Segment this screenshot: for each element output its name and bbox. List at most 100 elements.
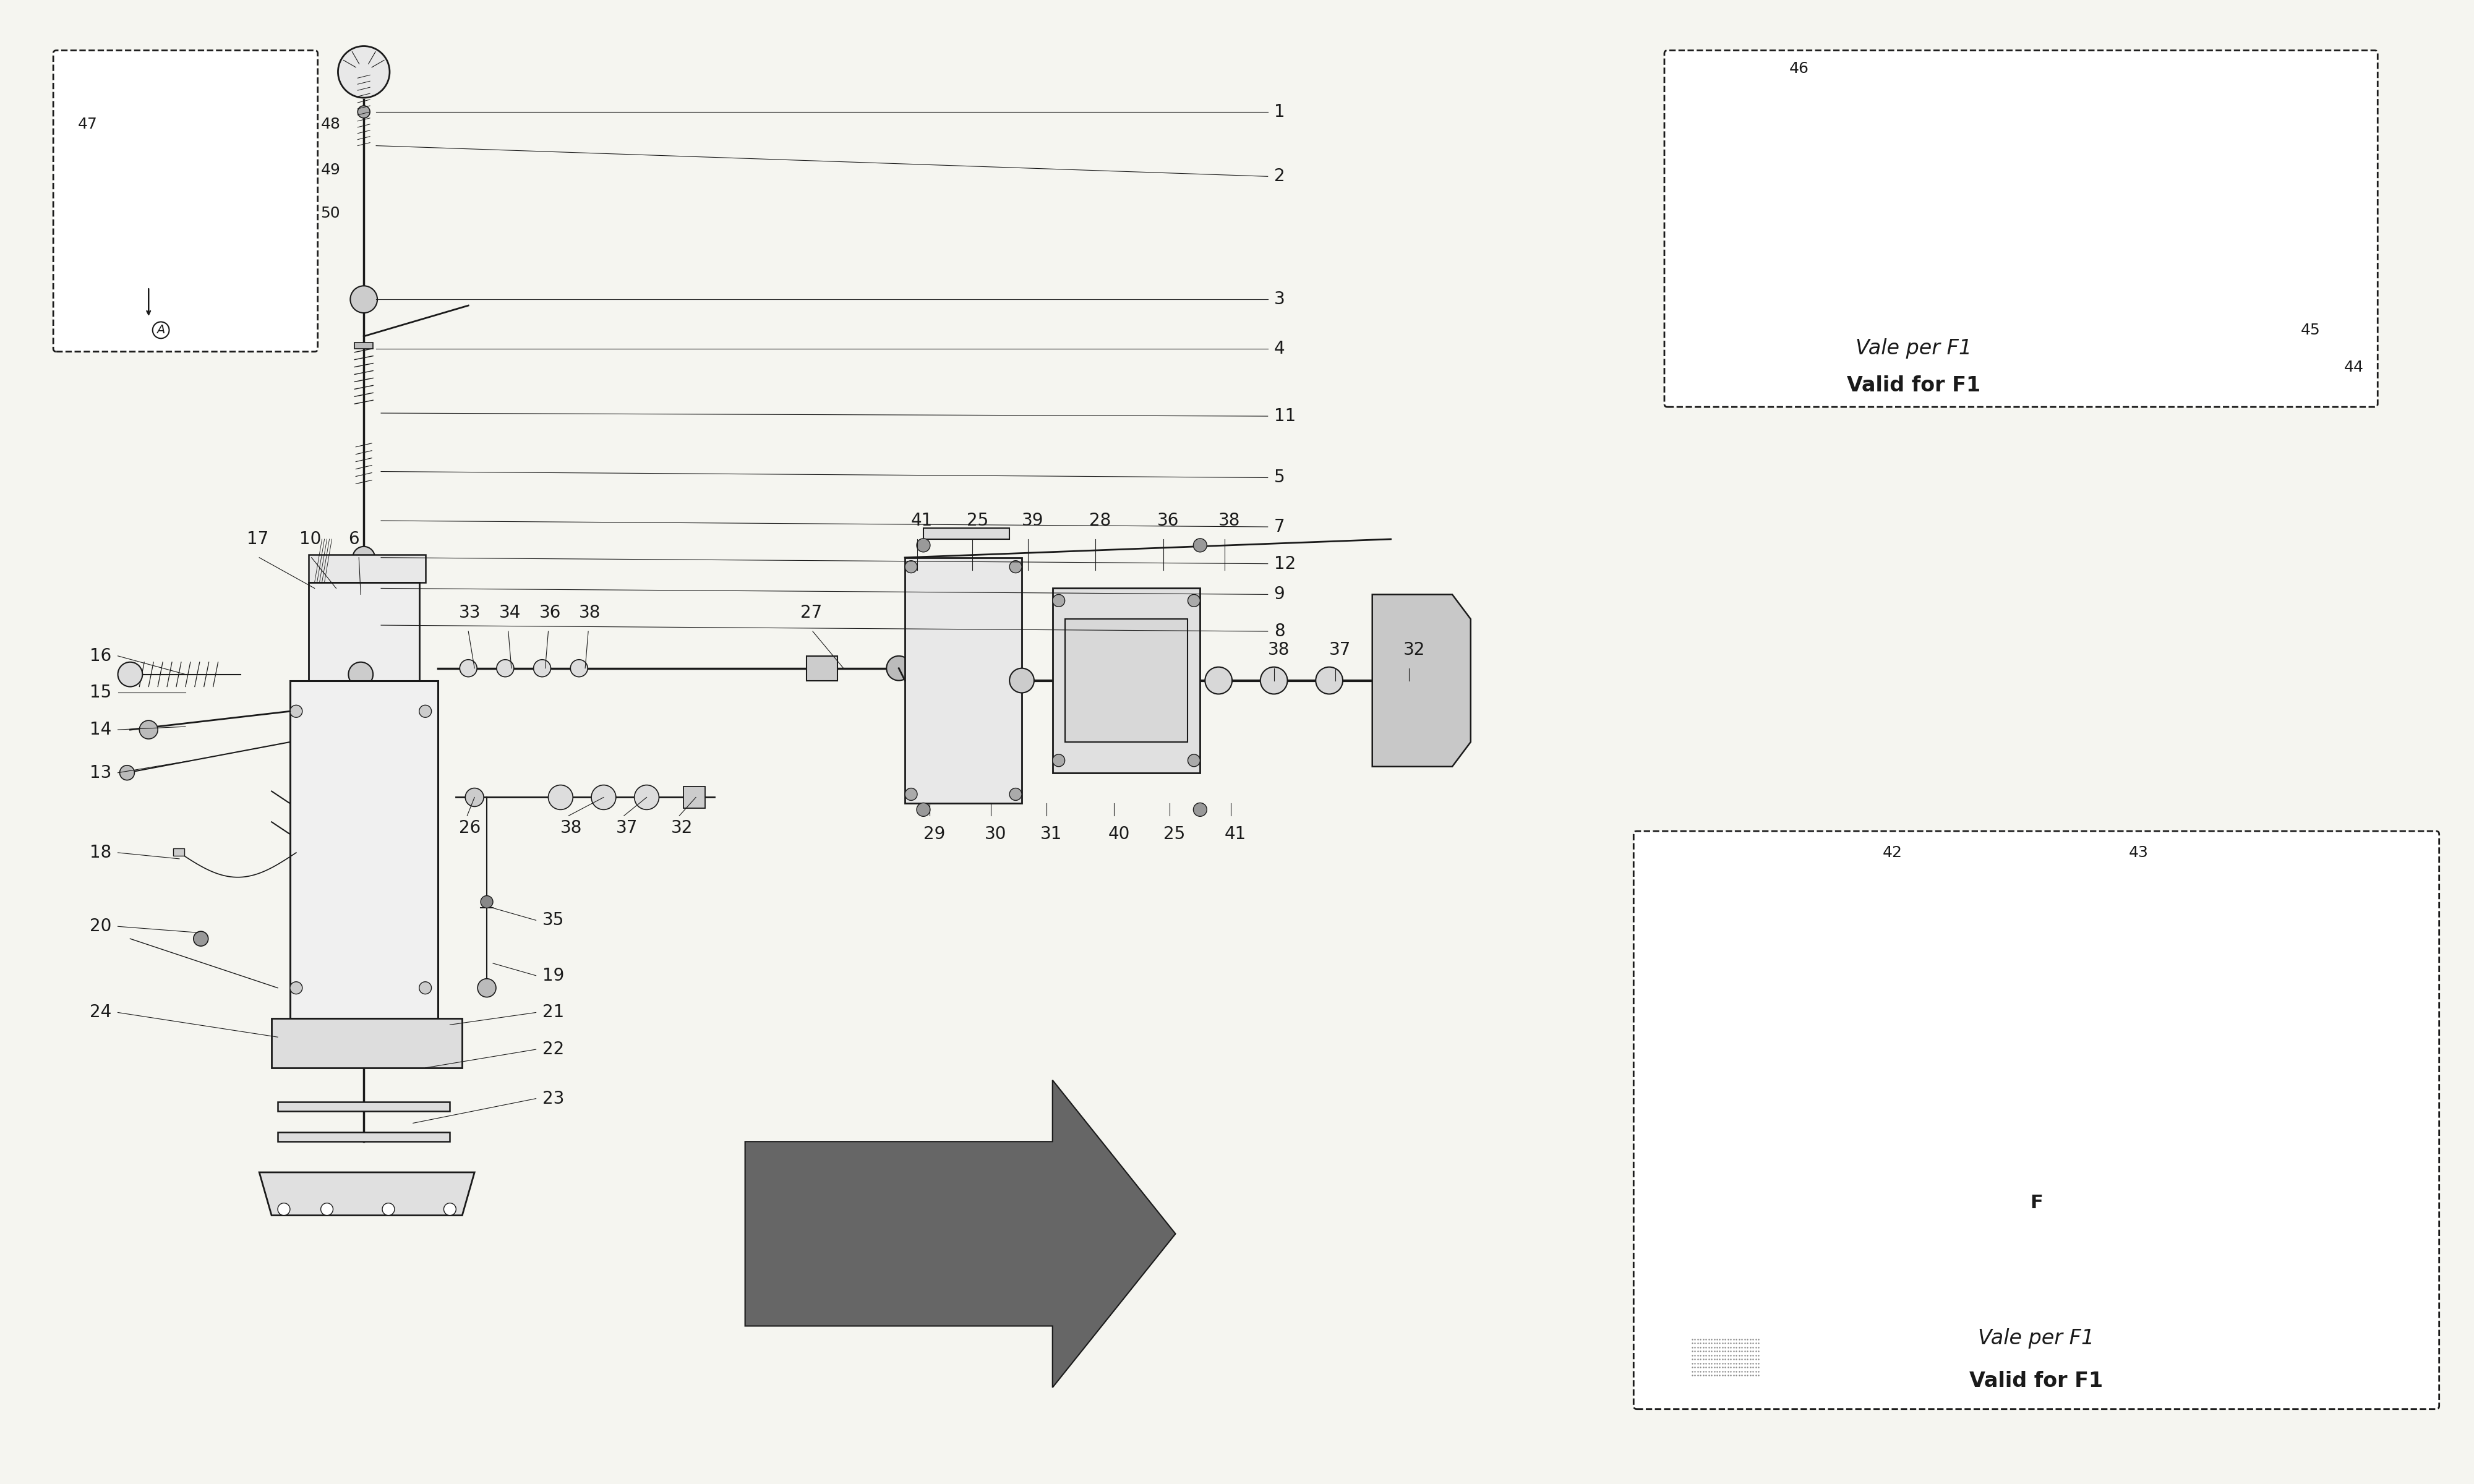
- Circle shape: [1205, 666, 1232, 695]
- Text: 9: 9: [1274, 586, 1284, 603]
- Circle shape: [289, 982, 302, 994]
- Text: 38: 38: [1220, 512, 1239, 530]
- Circle shape: [1766, 171, 1779, 183]
- Text: 12: 12: [1274, 555, 1296, 573]
- Bar: [272, 1018, 463, 1068]
- Text: 47: 47: [77, 117, 96, 132]
- Bar: [1865, 865, 2197, 932]
- Polygon shape: [745, 1080, 1175, 1388]
- Polygon shape: [1680, 846, 2405, 1388]
- Circle shape: [1009, 788, 1022, 800]
- Circle shape: [2140, 892, 2152, 905]
- Text: 25: 25: [967, 512, 987, 530]
- Bar: [277, 1101, 450, 1112]
- Bar: [277, 1132, 450, 1141]
- Circle shape: [418, 982, 430, 994]
- Polygon shape: [1685, 139, 2276, 237]
- Text: 6: 6: [349, 530, 359, 548]
- Circle shape: [277, 243, 289, 257]
- Circle shape: [497, 659, 515, 677]
- Text: 13: 13: [89, 764, 111, 782]
- Text: 36: 36: [539, 604, 562, 622]
- Bar: [905, 558, 1022, 803]
- Circle shape: [359, 105, 371, 119]
- Text: 37: 37: [616, 819, 638, 837]
- Circle shape: [354, 546, 376, 568]
- Text: 28: 28: [1089, 512, 1111, 530]
- Circle shape: [1316, 666, 1343, 695]
- Circle shape: [571, 659, 589, 677]
- Polygon shape: [2284, 840, 2375, 963]
- Circle shape: [591, 785, 616, 810]
- Text: 41: 41: [1225, 825, 1247, 843]
- Text: 18: 18: [89, 844, 111, 861]
- Circle shape: [886, 656, 910, 681]
- Text: 38: 38: [1267, 641, 1289, 659]
- Text: 24: 24: [89, 1003, 111, 1021]
- Circle shape: [193, 932, 208, 947]
- Circle shape: [119, 662, 143, 687]
- Text: 40: 40: [1108, 825, 1131, 843]
- Circle shape: [480, 896, 492, 908]
- Text: 33: 33: [460, 604, 480, 622]
- Text: 37: 37: [1329, 641, 1351, 659]
- Circle shape: [1051, 595, 1064, 607]
- Circle shape: [225, 137, 292, 205]
- Text: 45: 45: [2301, 322, 2321, 337]
- Bar: [309, 555, 426, 582]
- Circle shape: [2185, 171, 2197, 183]
- Text: Vale per F1: Vale per F1: [1979, 1328, 2095, 1349]
- Polygon shape: [1373, 595, 1470, 767]
- Text: Valid for F1: Valid for F1: [1846, 375, 1979, 396]
- Text: 1: 1: [1274, 104, 1284, 120]
- Text: 36: 36: [1158, 512, 1180, 530]
- Bar: [289, 681, 438, 1018]
- Bar: [1841, 853, 2222, 951]
- Circle shape: [905, 561, 918, 573]
- Text: 44: 44: [2343, 359, 2363, 374]
- Bar: [1051, 588, 1200, 773]
- Circle shape: [1811, 55, 1833, 77]
- Text: 35: 35: [542, 911, 564, 929]
- Text: 41: 41: [910, 512, 933, 530]
- Circle shape: [1051, 754, 1064, 767]
- Bar: [309, 582, 418, 681]
- Circle shape: [349, 662, 374, 687]
- Text: 46: 46: [1789, 61, 1808, 76]
- Circle shape: [119, 766, 134, 781]
- Circle shape: [277, 1204, 289, 1215]
- Circle shape: [148, 286, 161, 300]
- Circle shape: [1766, 208, 1779, 220]
- Circle shape: [2185, 208, 2197, 220]
- Text: 29: 29: [923, 825, 945, 843]
- Text: 3: 3: [1274, 291, 1284, 309]
- Text: Valid for F1: Valid for F1: [1969, 1371, 2103, 1392]
- Text: 10: 10: [299, 530, 322, 548]
- Circle shape: [322, 1204, 334, 1215]
- Circle shape: [1883, 892, 1895, 905]
- Circle shape: [477, 978, 495, 997]
- Text: 43: 43: [2128, 846, 2147, 861]
- Circle shape: [289, 705, 302, 717]
- Text: 7: 7: [1274, 518, 1284, 536]
- Text: 11: 11: [1274, 408, 1296, 424]
- Text: 26: 26: [460, 819, 480, 837]
- Text: 5: 5: [1274, 469, 1284, 487]
- Text: 31: 31: [1039, 825, 1061, 843]
- Polygon shape: [260, 1172, 475, 1215]
- Polygon shape: [2284, 65, 2375, 177]
- FancyBboxPatch shape: [1633, 831, 2439, 1408]
- Circle shape: [1259, 666, 1286, 695]
- Text: Vale per F1: Vale per F1: [1856, 338, 1972, 359]
- Text: 39: 39: [1022, 512, 1044, 530]
- Circle shape: [534, 659, 552, 677]
- Circle shape: [252, 163, 267, 178]
- Circle shape: [460, 659, 477, 677]
- Text: 8: 8: [1274, 623, 1284, 640]
- Polygon shape: [1705, 232, 2296, 372]
- Circle shape: [418, 705, 430, 717]
- Bar: [1064, 619, 1188, 742]
- FancyBboxPatch shape: [1665, 50, 2378, 407]
- Text: 38: 38: [562, 819, 581, 837]
- Text: 4: 4: [1274, 340, 1284, 358]
